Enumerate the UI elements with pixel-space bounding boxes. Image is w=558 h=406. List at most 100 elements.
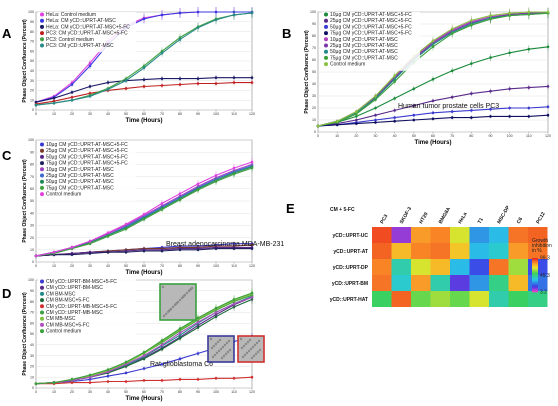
data-point: [546, 45, 550, 49]
data-point: [374, 106, 377, 110]
cell-dot: [246, 340, 250, 344]
y-tick-label: 60: [30, 187, 34, 191]
legend-swatch: [40, 322, 44, 327]
data-point: [160, 379, 164, 382]
heatmap-cell: [430, 227, 450, 243]
colorbar-segment: [532, 288, 538, 291]
heatmap-cell: [372, 227, 392, 243]
x-axis-title: Time (Hours): [126, 396, 163, 402]
cell-dot: [253, 343, 257, 347]
legend-swatch: [40, 179, 44, 184]
x-tick-label: 0: [35, 264, 37, 268]
x-tick-label: 40: [106, 112, 110, 116]
data-point: [214, 174, 218, 177]
legend-swatch: [40, 43, 44, 48]
data-point: [88, 242, 92, 245]
data-point: [250, 247, 254, 250]
legend-box: [322, 12, 420, 71]
colorbar-tick-label: 3.2: [540, 290, 547, 296]
legend-swatch: [40, 142, 44, 147]
data-point: [470, 109, 473, 112]
y-tick-label: 0: [32, 386, 34, 390]
cell-dot: [244, 342, 248, 346]
data-point: [214, 10, 218, 14]
data-point: [106, 250, 110, 254]
heatmap-cell: [450, 243, 470, 259]
legend-swatch: [40, 316, 44, 321]
legend-entry: CM yCD::UPRT-MB-MSC+5-FC: [46, 304, 117, 310]
x-tick-label: 10: [335, 134, 339, 138]
y-tick-label: 90: [30, 150, 34, 154]
data-point: [88, 239, 92, 243]
micrograph-inset: [207, 335, 235, 363]
x-tick-label: 20: [70, 390, 74, 394]
cell-dot: [214, 342, 218, 346]
heatmap-cell: [372, 243, 392, 259]
data-point: [431, 77, 435, 81]
data-point: [142, 367, 146, 370]
data-point: [88, 375, 92, 379]
cell-dot: [242, 344, 246, 348]
data-point: [70, 253, 74, 256]
x-tick-label: 100: [213, 264, 219, 268]
legend-entry: 25µg CM yCD::UPRT-AT-MSC: [46, 173, 114, 179]
y-tick-label: 20: [30, 365, 34, 369]
data-point: [196, 316, 200, 320]
data-point: [160, 202, 164, 205]
x-tick-label: 120: [249, 112, 255, 116]
data-point: [160, 51, 164, 55]
data-point: [160, 339, 164, 342]
panel-letter: C: [2, 148, 12, 163]
data-point: [250, 81, 254, 84]
cell-dot: [161, 285, 165, 289]
data-point: [124, 222, 128, 226]
x-tick-label: 50: [124, 264, 128, 268]
data-point: [160, 13, 164, 17]
x-tick-label: 60: [431, 134, 435, 138]
data-point: [527, 86, 531, 89]
legend-entry: 10µg CM yCD::UPRT-AT-MSC: [46, 167, 114, 173]
data-point: [470, 92, 473, 95]
colorbar-segment: [532, 263, 538, 266]
data-point: [178, 38, 182, 41]
data-point: [142, 218, 146, 221]
cell-dot: [209, 337, 213, 341]
x-tick-label: 90: [196, 390, 200, 394]
data-point: [527, 115, 531, 118]
data-point: [52, 99, 56, 103]
heatmap-cell: [469, 275, 489, 291]
data-point: [142, 213, 146, 216]
legend-entry: HeLa: CM yCD::UPRT-AT-MSC: [46, 18, 116, 24]
legend-entry: 50µg CM yCD::UPRT-AT-MSC+5-FC: [46, 154, 128, 160]
data-point: [124, 360, 128, 364]
data-point: [106, 88, 110, 91]
legend-swatch: [324, 18, 328, 23]
data-point: [178, 11, 182, 15]
x-tick-label: 60: [142, 112, 146, 116]
y-tick-label: 80: [30, 30, 34, 34]
data-point: [124, 87, 128, 90]
x-tick-label: 100: [213, 390, 219, 394]
data-point: [88, 373, 92, 377]
data-point: [70, 98, 74, 102]
heatmap-column-label: HeLa: [457, 211, 468, 225]
colorbar-segment: [532, 277, 538, 279]
heatmap-cell: [411, 275, 431, 291]
colorbar-segment: [532, 260, 538, 262]
data-point: [450, 69, 454, 73]
legend-swatch: [324, 49, 328, 54]
data-point: [374, 113, 377, 117]
colorbar-segment: [532, 280, 538, 283]
colorbar-segment: [532, 289, 538, 292]
data-point: [527, 10, 531, 14]
legend-swatch: [40, 310, 44, 315]
data-point: [142, 85, 146, 88]
heatmap-cell: [450, 275, 470, 291]
colorbar-segment: [532, 290, 538, 293]
y-tick-label: 0: [32, 108, 34, 112]
cell-dot: [228, 348, 232, 352]
legend-swatch: [40, 12, 44, 17]
legend-swatch: [40, 291, 44, 296]
chart-panel-d: D 0 10 20 30 40 50 60 70 80 90 100 0 10 20 30 40 50 60 70 80…: [2, 278, 265, 402]
x-tick-label: 30: [88, 112, 92, 116]
